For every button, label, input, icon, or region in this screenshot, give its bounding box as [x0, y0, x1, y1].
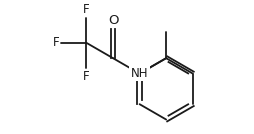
Text: F: F [53, 36, 60, 49]
Text: NH: NH [131, 67, 148, 80]
Text: O: O [108, 14, 118, 27]
Text: F: F [83, 3, 90, 16]
Text: F: F [83, 70, 90, 83]
